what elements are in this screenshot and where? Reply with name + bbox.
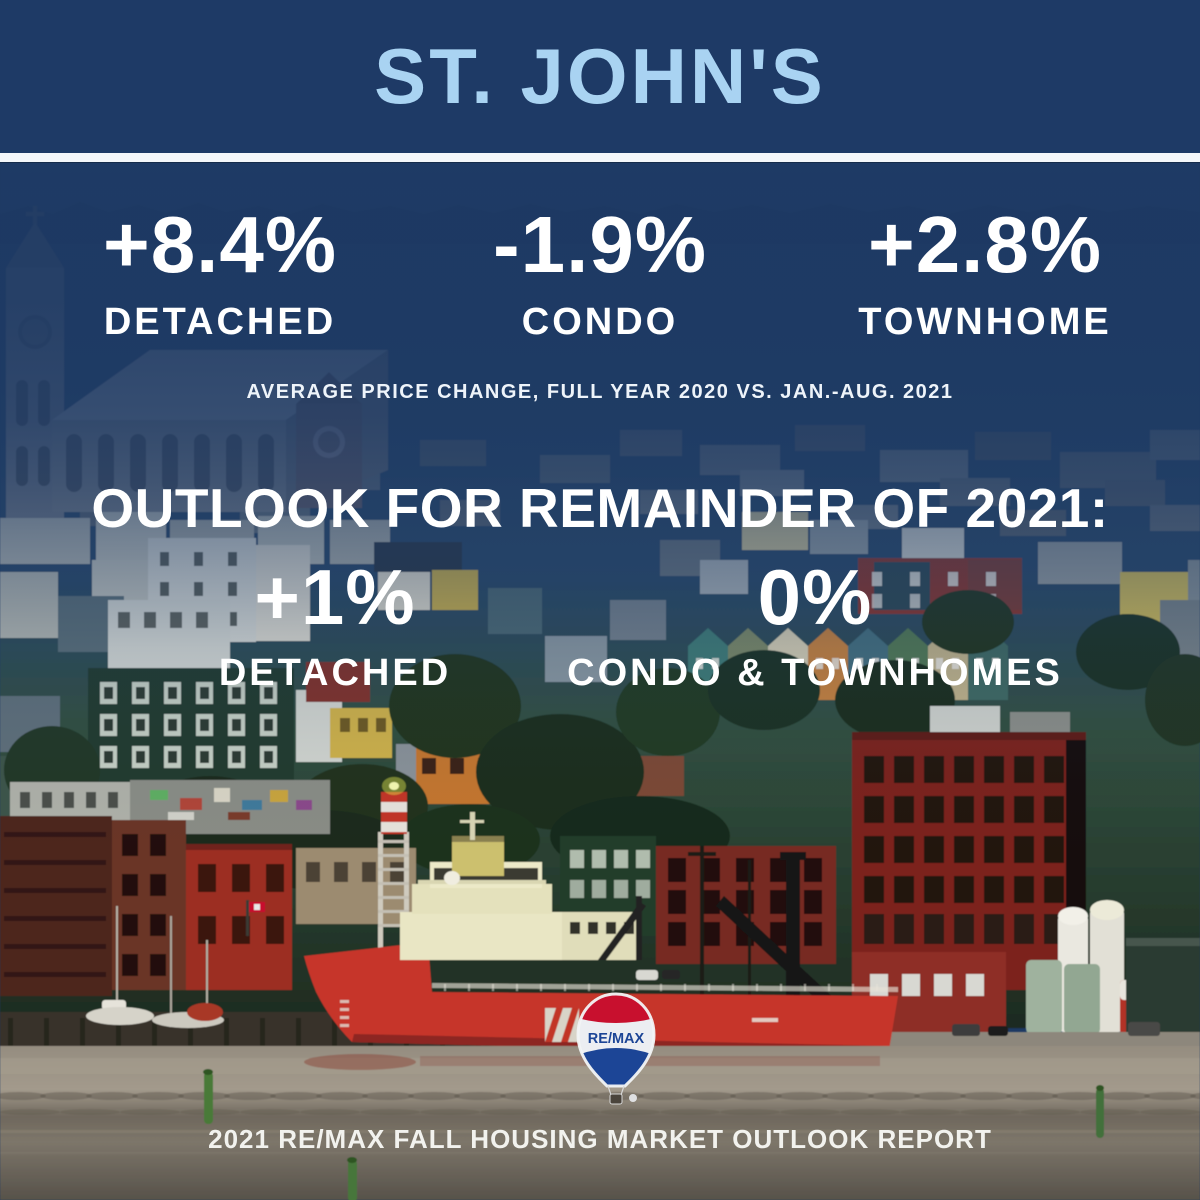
balloon-blue-band — [578, 1048, 654, 1086]
stat-condo-value: -1.9% — [493, 200, 707, 289]
price-change-caption: AVERAGE PRICE CHANGE, FULL YEAR 2020 VS.… — [246, 381, 954, 403]
outlook-condo-townhomes-label: CONDO & TOWNHOMES — [567, 652, 1063, 694]
report-footer: 2021 RE/MAX FALL HOUSING MARKET OUTLOOK … — [208, 1124, 992, 1154]
stat-townhome-label: TOWNHOME — [858, 301, 1112, 343]
balloon-basket — [609, 1093, 623, 1105]
balloon-side-dot — [629, 1094, 637, 1102]
city-title: ST. JOHN'S — [374, 32, 826, 120]
remax-balloon-logo: RE/MAX — [576, 992, 656, 1105]
stat-townhome-value: +2.8% — [867, 200, 1103, 289]
stat-detached-value: +8.4% — [102, 200, 338, 289]
stat-detached-label: DETACHED — [103, 301, 337, 343]
header-divider-line — [0, 153, 1200, 162]
outlook-heading: OUTLOOK FOR REMAINDER OF 2021: — [91, 477, 1109, 539]
stat-condo: -1.9% CONDO — [410, 205, 790, 344]
outlook-detached: +1% DETACHED — [130, 558, 540, 695]
remax-wordmark: RE/MAX — [588, 1031, 645, 1047]
outlook-detached-value: +1% — [254, 553, 416, 641]
outlook-condo-townhomes-value: 0% — [757, 553, 873, 641]
stat-detached: +8.4% DETACHED — [30, 205, 410, 344]
outlook-condo-townhomes: 0% CONDO & TOWNHOMES — [560, 558, 1070, 695]
outlook-detached-label: DETACHED — [218, 652, 452, 694]
stat-condo-label: CONDO — [521, 301, 679, 343]
stat-townhome: +2.8% TOWNHOME — [790, 205, 1180, 344]
header-band: ST. JOHN'S — [0, 0, 1200, 153]
